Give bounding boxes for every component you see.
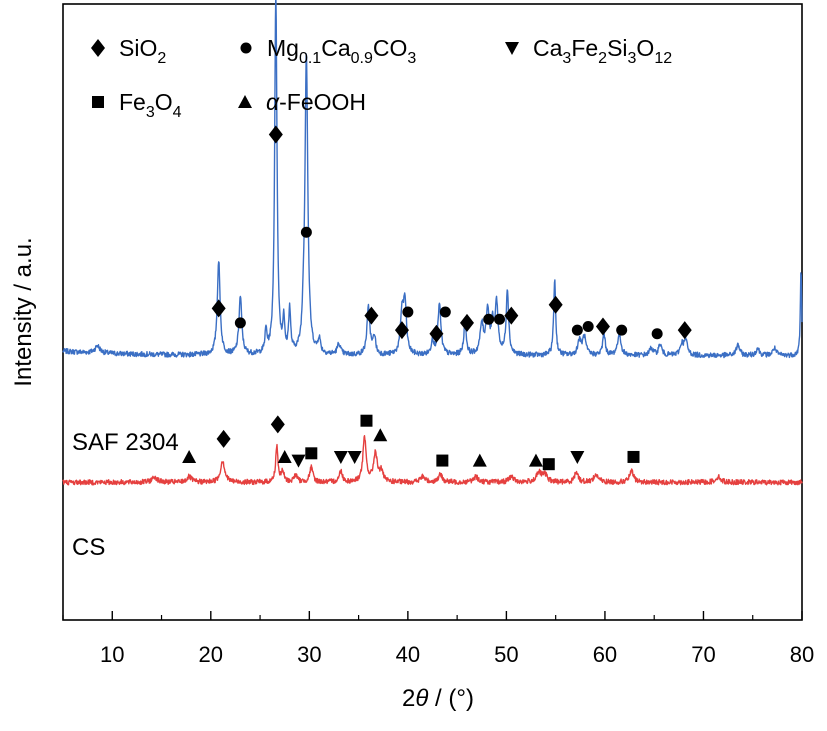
marker-saf-2304-diamond-5	[394, 321, 409, 340]
marker-cs-triangle-down-4	[291, 454, 306, 468]
legend-text-part: 3	[628, 50, 637, 67]
legend-marker-square	[92, 96, 104, 108]
y-axis-label: Intensity / a.u.	[10, 237, 37, 386]
legend-text-part: Si	[607, 35, 627, 61]
marker-saf-2304-diamond-4	[364, 306, 379, 325]
marker-saf-2304-diamond-0	[211, 299, 226, 318]
legend-label-diamond: SiO2	[119, 35, 166, 67]
marker-cs-diamond-2	[270, 415, 285, 434]
marker-layer	[182, 125, 692, 471]
marker-cs-square-8	[360, 414, 373, 427]
series-label-saf-2304: SAF 2304	[72, 429, 179, 456]
x-tick-label-20: 20	[199, 642, 223, 667]
legend-marker-triangle-up	[238, 95, 252, 108]
x-tick-label-50: 50	[494, 642, 518, 667]
legend-text-part: Ca	[321, 35, 351, 61]
marker-saf-2304-circle-8	[439, 306, 451, 318]
series-layer: SAF 2304 CS	[62, 0, 803, 561]
x-tick-label-10: 10	[100, 642, 124, 667]
x-tick-label-60: 60	[593, 642, 617, 667]
legend-text-part: O	[636, 35, 654, 61]
legend-text-part: 3	[407, 50, 416, 67]
marker-saf-2304-diamond-12	[504, 306, 519, 325]
x-ticks: 10 20 30 40 50 60 70 80	[62, 611, 814, 667]
marker-cs-triangle-down-14	[570, 450, 585, 464]
legend-marker-circle	[240, 42, 252, 54]
marker-cs-triangle-up-3	[277, 449, 292, 463]
marker-cs-triangle-up-0	[182, 449, 197, 463]
x-tick-label-70: 70	[691, 642, 715, 667]
series-line-saf-2304	[62, 0, 803, 359]
x-axis-label-pre: 2	[402, 685, 415, 712]
legend-text-part: α	[266, 89, 280, 115]
legend-text-part: 0.1	[299, 50, 321, 67]
marker-cs-triangle-up-11	[472, 453, 487, 467]
x-axis-label-var: θ	[415, 685, 428, 712]
legend-marker-diamond	[91, 39, 105, 57]
legend-text-part: SiO	[119, 35, 157, 61]
marker-cs-triangle-up-12	[528, 453, 543, 467]
plot-frame	[62, 3, 803, 621]
marker-saf-2304-diamond-16	[595, 317, 610, 336]
marker-cs-square-15	[627, 450, 640, 463]
x-tick-label-40: 40	[396, 642, 420, 667]
marker-saf-2304-circle-15	[582, 320, 594, 332]
legend-text-part: -FeOOH	[279, 89, 366, 115]
x-axis-label: 2θ / (°)	[402, 685, 474, 712]
legend-label-circle: Mg0.1Ca0.9CO3	[267, 35, 416, 67]
marker-saf-2304-diamond-7	[429, 324, 444, 343]
marker-saf-2304-diamond-9	[459, 313, 474, 332]
marker-cs-square-5	[305, 447, 318, 460]
marker-cs-square-13	[542, 458, 555, 471]
marker-cs-square-10	[436, 454, 449, 467]
series-label-cs: CS	[72, 534, 105, 561]
legend-text-part: 12	[654, 50, 672, 67]
legend-text-part: 3	[562, 50, 571, 67]
legend-text-part: Ca	[533, 35, 563, 61]
legend-text-part: 3	[146, 104, 155, 121]
marker-saf-2304-circle-6	[402, 306, 414, 318]
legend-label-triangle-down: Ca3Fe2Si3O12	[533, 35, 672, 67]
legend-text-part: Fe	[571, 35, 598, 61]
marker-cs-triangle-up-9	[373, 428, 388, 442]
marker-cs-triangle-down-7	[347, 450, 362, 464]
marker-saf-2304-diamond-13	[548, 295, 563, 314]
legend-text-part: Mg	[267, 35, 299, 61]
marker-saf-2304-circle-10	[483, 313, 495, 325]
marker-saf-2304-diamond-19	[677, 321, 692, 340]
marker-saf-2304-circle-3	[300, 226, 312, 238]
marker-saf-2304-circle-14	[571, 324, 583, 336]
marker-saf-2304-diamond-2	[268, 125, 283, 144]
legend-text-part: CO	[373, 35, 408, 61]
legend-label-triangle-up: α-FeOOH	[266, 89, 366, 115]
marker-saf-2304-circle-1	[234, 317, 246, 329]
legend-text-part: O	[155, 89, 173, 115]
legend-text-part: 4	[173, 104, 182, 121]
marker-cs-triangle-down-6	[333, 450, 348, 464]
marker-cs-diamond-1	[216, 429, 231, 448]
legend-text-part: 2	[157, 50, 166, 67]
marker-saf-2304-circle-17	[616, 324, 628, 336]
legend-text-part: 0.9	[351, 50, 373, 67]
legend-label-square: Fe3O4	[119, 89, 182, 121]
series-line-cs	[62, 434, 803, 486]
x-axis-label-post: / (°)	[428, 685, 474, 712]
marker-saf-2304-circle-18	[651, 328, 663, 340]
marker-saf-2304-circle-11	[494, 313, 506, 325]
x-tick-label-80: 80	[790, 642, 814, 667]
legend-text-part: Fe	[119, 89, 146, 115]
legend-text-part: 2	[598, 50, 607, 67]
x-tick-label-30: 30	[297, 642, 321, 667]
legend-marker-triangle-down	[505, 42, 519, 55]
